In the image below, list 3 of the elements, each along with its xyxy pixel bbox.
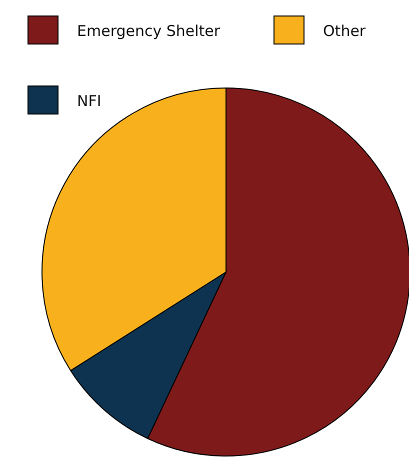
legend-label: Emergency Shelter [77,22,221,40]
legend-label: Other [323,22,366,40]
legend-label: NFI [77,92,102,110]
